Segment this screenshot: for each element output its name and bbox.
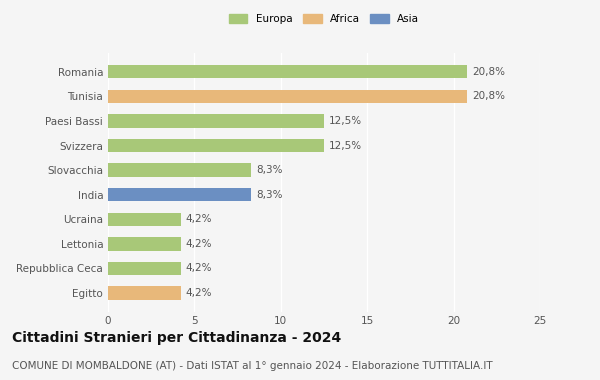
- Text: 4,2%: 4,2%: [186, 263, 212, 274]
- Legend: Europa, Africa, Asia: Europa, Africa, Asia: [227, 12, 421, 26]
- Text: 8,3%: 8,3%: [257, 165, 283, 175]
- Text: COMUNE DI MOMBALDONE (AT) - Dati ISTAT al 1° gennaio 2024 - Elaborazione TUTTITA: COMUNE DI MOMBALDONE (AT) - Dati ISTAT a…: [12, 361, 493, 371]
- Text: Cittadini Stranieri per Cittadinanza - 2024: Cittadini Stranieri per Cittadinanza - 2…: [12, 331, 341, 345]
- Text: 4,2%: 4,2%: [186, 214, 212, 224]
- Bar: [108, 188, 251, 201]
- Bar: [108, 212, 181, 226]
- Bar: [108, 286, 181, 300]
- Text: 12,5%: 12,5%: [329, 116, 362, 126]
- Text: 20,8%: 20,8%: [473, 91, 506, 101]
- Bar: [108, 65, 467, 79]
- Text: 8,3%: 8,3%: [257, 190, 283, 200]
- Text: 12,5%: 12,5%: [329, 141, 362, 150]
- Bar: [108, 163, 251, 177]
- Bar: [108, 114, 324, 128]
- Bar: [108, 237, 181, 251]
- Text: 20,8%: 20,8%: [473, 67, 506, 77]
- Text: 4,2%: 4,2%: [186, 239, 212, 249]
- Bar: [108, 90, 467, 103]
- Text: 4,2%: 4,2%: [186, 288, 212, 298]
- Bar: [108, 262, 181, 275]
- Bar: [108, 139, 324, 152]
